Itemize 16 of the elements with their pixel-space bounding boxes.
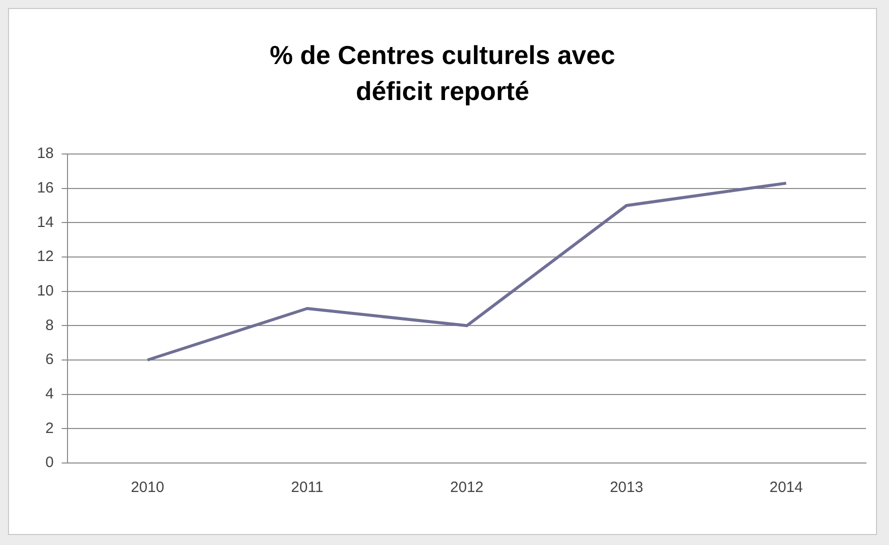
y-tick-label: 10: [36, 282, 54, 300]
y-tick-label: 14: [36, 214, 54, 231]
y-tick-label: 2: [45, 420, 54, 437]
x-tick-label: 2011: [291, 479, 324, 496]
x-tick-label: 2013: [610, 479, 644, 496]
x-tick-label: 2012: [450, 479, 484, 496]
x-tick-label: 2010: [130, 479, 164, 496]
chart-title: % de Centres culturels avec déficit reporté: [268, 39, 616, 108]
y-tick-label: 0: [45, 454, 54, 472]
x-tick-label: 2014: [769, 479, 803, 496]
y-tick-label: 12: [36, 248, 54, 266]
y-tick-label: 18: [36, 145, 54, 162]
y-tick-label: 4: [45, 385, 54, 402]
y-tick-label: 8: [45, 316, 54, 334]
y-tick-label: 16: [36, 179, 54, 196]
y-tick-label: 6: [45, 351, 54, 368]
